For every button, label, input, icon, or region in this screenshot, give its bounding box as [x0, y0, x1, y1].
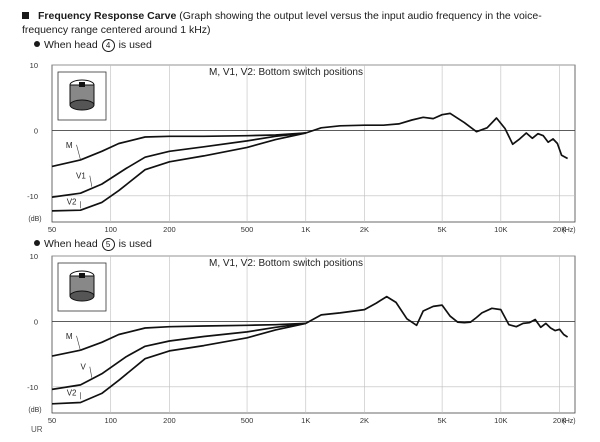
series-label: M	[66, 332, 73, 341]
x-tick-label: 1K	[301, 225, 310, 234]
plot-frame	[51, 255, 576, 414]
x-tick-label: 5K	[438, 416, 447, 425]
y-tick-label: -10	[27, 192, 38, 201]
icon-head-bottom	[69, 290, 95, 302]
x-tick-label: 10K	[494, 416, 507, 425]
series-line	[51, 322, 306, 357]
x-tick-label: 20K	[553, 225, 566, 234]
heading-description: (Graph showing the output level versus t…	[22, 10, 542, 36]
tape-head-icon	[57, 262, 107, 312]
y-tick-label: 0	[34, 317, 38, 326]
chart-annotation: M, V1, V2: Bottom switch positions	[209, 258, 363, 269]
y-unit-label: (dB)	[28, 216, 41, 223]
series-line	[51, 322, 306, 405]
series-label: V2	[67, 388, 77, 397]
frequency-response-chart-head-4: 50 100 200 500 1K 2K 5K 10K 20K100-10(dB)(Hz)M, …	[27, 61, 576, 234]
series-leader-line	[89, 366, 93, 378]
series-leader-line	[76, 335, 81, 351]
x-tick-label: 1K	[301, 416, 310, 425]
y-tick-label: -10	[27, 383, 38, 392]
tape-head-icon	[57, 71, 107, 121]
series-line	[51, 322, 306, 391]
footer-mark: UR	[31, 425, 43, 434]
series-line	[305, 112, 568, 160]
bullet-dot-icon	[34, 41, 40, 47]
section-label-suffix: is used	[118, 238, 152, 250]
icon-head-gap	[79, 273, 85, 278]
y-tick-label: 0	[34, 126, 38, 135]
series-line	[51, 132, 306, 198]
heading-title: Frequency Response Carve	[38, 10, 177, 22]
x-tick-label: 100	[104, 225, 117, 234]
x-tick-label: 2K	[360, 225, 369, 234]
circled-number: 5	[101, 238, 115, 251]
series-leader-line	[89, 175, 93, 187]
section-label-prefix: When head	[44, 238, 98, 250]
icon-head-bottom	[69, 99, 95, 111]
icon-head-gap	[79, 82, 85, 87]
x-unit-label: (Hz)	[562, 227, 575, 234]
square-bullet-icon	[22, 12, 29, 19]
series-leader-line	[76, 144, 81, 160]
x-tick-label: 2K	[360, 416, 369, 425]
series-line	[305, 295, 569, 338]
section-label-prefix: When head	[44, 39, 98, 51]
x-tick-label: 500	[241, 225, 254, 234]
section-label-suffix: is used	[118, 39, 152, 51]
y-tick-label: 10	[30, 61, 38, 70]
series-line	[51, 132, 306, 212]
chart-annotation: M, V1, V2: Bottom switch positions	[209, 67, 363, 78]
section-label-head-5: When head 5 is used	[34, 238, 152, 251]
frequency-response-chart-head-5: 50 100 200 500 1K 2K 5K 10K 20K100-10(dB)(Hz)M, …	[27, 252, 576, 425]
series-label: M	[66, 141, 73, 150]
x-tick-label: 20K	[553, 416, 566, 425]
series-label: V	[80, 363, 86, 372]
series-label: V1	[76, 172, 86, 181]
x-tick-label: 50	[48, 225, 56, 234]
chart-heading: Frequency Response Carve (Graph showing …	[22, 9, 562, 37]
x-tick-label: 10K	[494, 225, 507, 234]
y-unit-label: (dB)	[28, 407, 41, 414]
x-tick-label: 5K	[438, 225, 447, 234]
x-unit-label: (Hz)	[562, 418, 575, 425]
series-label: V2	[67, 197, 77, 206]
section-label-head-4: When head 4 is used	[34, 39, 152, 52]
x-tick-label: 500	[241, 416, 254, 425]
x-tick-label: 200	[163, 416, 176, 425]
x-tick-label: 200	[163, 225, 176, 234]
x-tick-label: 100	[104, 416, 117, 425]
series-line	[51, 132, 306, 168]
circled-number: 4	[101, 39, 115, 52]
y-tick-label: 10	[30, 252, 38, 261]
x-tick-label: 50	[48, 416, 56, 425]
bullet-dot-icon	[34, 240, 40, 246]
plot-frame	[51, 64, 576, 223]
